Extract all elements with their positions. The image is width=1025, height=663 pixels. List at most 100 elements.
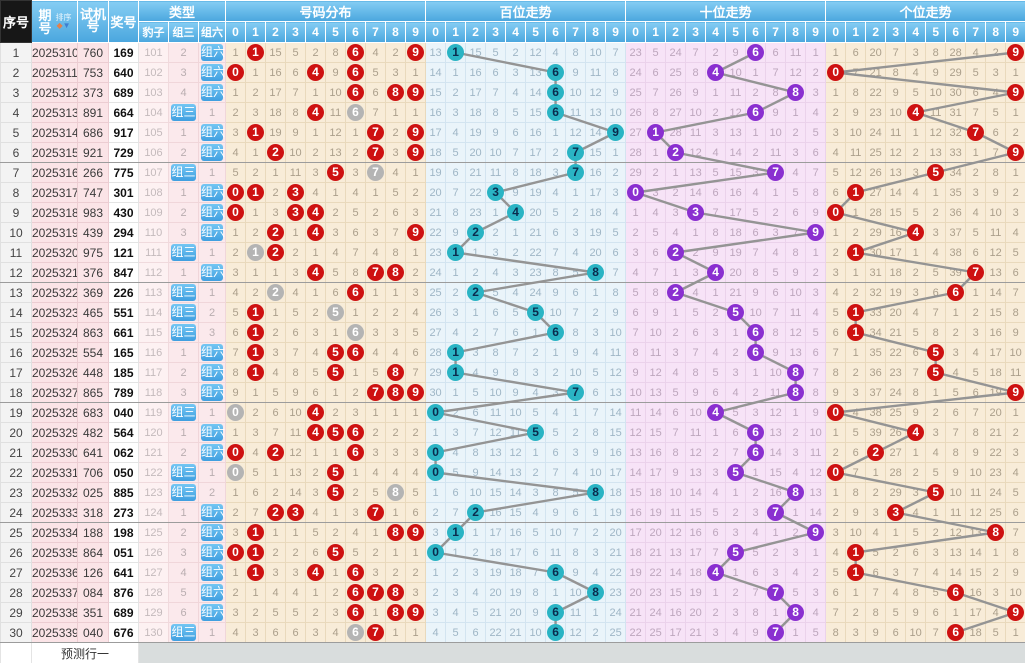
test-number-cell: 706 — [77, 462, 109, 483]
drawn-digit-circle: 1 — [247, 184, 265, 201]
dist-cell: 8 — [385, 582, 407, 603]
win-number-cell: 689 — [108, 82, 139, 103]
tens-cell: 14 — [685, 182, 707, 203]
drawn-digit-circle: 6 — [347, 284, 365, 301]
tens-cell: 11 — [685, 122, 707, 143]
zuliu-cell: 组六 — [197, 262, 227, 283]
issue-header-label: 期号 — [38, 7, 52, 36]
dist-cell: 3 — [265, 342, 287, 363]
tens-cell: 5 — [805, 622, 827, 643]
dist-cell: 3 — [405, 582, 427, 603]
unit-cell: 4 — [985, 602, 1007, 623]
tens-cell: 3 — [705, 462, 727, 483]
drawn-digit-circle: 1 — [247, 304, 265, 321]
issue-cell: 2025316 — [31, 162, 78, 183]
unit-cell: 15 — [985, 302, 1007, 323]
tens-hit-circle: 7 — [767, 624, 785, 641]
hund-cell: 2 — [445, 402, 467, 423]
dist-cell: 6 — [345, 62, 367, 83]
seq-cell: 17 — [0, 362, 32, 383]
dist-cell: 9 — [225, 382, 247, 403]
tens-cell: 4 — [745, 182, 767, 203]
hund-cell: 0 — [425, 402, 447, 423]
tens-cell: 4 — [805, 302, 827, 323]
test-number-cell: 760 — [77, 42, 109, 63]
tens-cell: 6 — [805, 142, 827, 163]
tens-cell: 21 — [625, 602, 647, 623]
baozi-count-cell: 127 — [138, 562, 169, 583]
tens-cell: 14 — [645, 402, 667, 423]
dist-cell: 2 — [405, 262, 427, 283]
hund-cell: 2 — [485, 222, 507, 243]
unit-hit-circle: 3 — [887, 504, 905, 521]
table-footer: 预测行一 — [0, 642, 1025, 663]
table-row: 9 2025318 983 430 109 2 组六 0 1 3 3 4 2 5 2 6 3 21 8 23 1 4 20 5… — [0, 202, 1025, 223]
tens-cell: 12 — [645, 362, 667, 383]
hund-cell: 5 — [525, 302, 547, 323]
tens-hit-circle: 5 — [727, 544, 745, 561]
tens-cell: 15 — [765, 462, 787, 483]
tens-cell: 19 — [725, 242, 747, 263]
dist-cell: 0 — [225, 442, 247, 463]
unit-cell: 4 — [925, 562, 947, 583]
unit-cell: 33 — [945, 142, 967, 163]
unit-cell: 1 — [905, 122, 927, 143]
dist-cell: 5 — [325, 422, 347, 443]
zusan-cell: 3 — [168, 542, 199, 563]
win-number-cell: 876 — [108, 582, 139, 603]
hund-cell: 6 — [485, 302, 507, 323]
sort-control[interactable]: 排序 ◆▼ — [55, 12, 72, 30]
hund-cell: 1 — [545, 122, 567, 143]
tens-cell: 10 — [805, 422, 827, 443]
tens-cell: 26 — [625, 102, 647, 123]
tens-cell: 14 — [685, 482, 707, 503]
hund-cell: 5 — [505, 302, 527, 323]
sort-asc-icon[interactable]: ◆ — [56, 20, 63, 30]
dist-cell: 7 — [345, 242, 367, 263]
dist-cell: 3 — [265, 202, 287, 223]
dist-cell: 5 — [265, 382, 287, 403]
tens-cell: 8 — [785, 242, 807, 263]
tens-cell: 5 — [705, 362, 727, 383]
tens-cell: 24 — [625, 62, 647, 83]
drawn-digit-circle: 5 — [327, 344, 345, 361]
hund-cell: 2 — [605, 162, 627, 183]
unit-cell: 6 — [945, 402, 967, 423]
unit-cell: 1 — [885, 522, 907, 543]
digit-header: 0 — [825, 21, 847, 43]
test-number-cell: 864 — [77, 542, 109, 563]
tens-cell: 9 — [625, 362, 647, 383]
drawn-digit-circle: 0 — [227, 544, 245, 561]
sort-desc-icon[interactable]: ▼ — [62, 20, 71, 30]
unit-cell: 2 — [845, 282, 867, 303]
hund-cell: 12 — [585, 82, 607, 103]
unit-cell: 36 — [945, 202, 967, 223]
zusan-cell: 组三 — [168, 162, 199, 183]
zuliu-cell: 组六 — [197, 82, 227, 103]
tens-cell: 3 — [645, 182, 667, 203]
tens-cell: 11 — [725, 82, 747, 103]
unit-cell: 1 — [945, 302, 967, 323]
table-row: 17 2025326 448 185 117 2 组六 8 1 4 8 5 5 1 5 8 7 29 1 4 9 8 3 2 1… — [0, 362, 1025, 383]
drawn-digit-circle: 9 — [407, 124, 425, 141]
unit-cell: 13 — [945, 542, 967, 563]
tens-cell: 0 — [625, 182, 647, 203]
hund-cell: 3 — [445, 302, 467, 323]
dist-cell: 4 — [365, 42, 387, 63]
unit-cell: 20 — [885, 302, 907, 323]
sort-label: 排序 — [55, 12, 72, 22]
dist-cell: 9 — [405, 382, 427, 403]
tens-cell: 4 — [705, 142, 727, 163]
win-number-cell: 301 — [108, 182, 139, 203]
dist-cell: 1 — [245, 182, 267, 203]
unit-cell: 27 — [865, 182, 887, 203]
hund-cell: 22 — [425, 222, 447, 243]
unit-cell: 3 — [965, 322, 987, 343]
pair-digit-circle: 2 — [267, 284, 285, 301]
unit-hit-circle: 1 — [847, 564, 865, 581]
zuliu-cell: 组六 — [197, 182, 227, 203]
zuliu-active-badge: 组六 — [201, 64, 226, 81]
tens-cell: 11 — [645, 342, 667, 363]
dist-cell: 5 — [225, 302, 247, 323]
unit-cell: 5 — [905, 82, 927, 103]
